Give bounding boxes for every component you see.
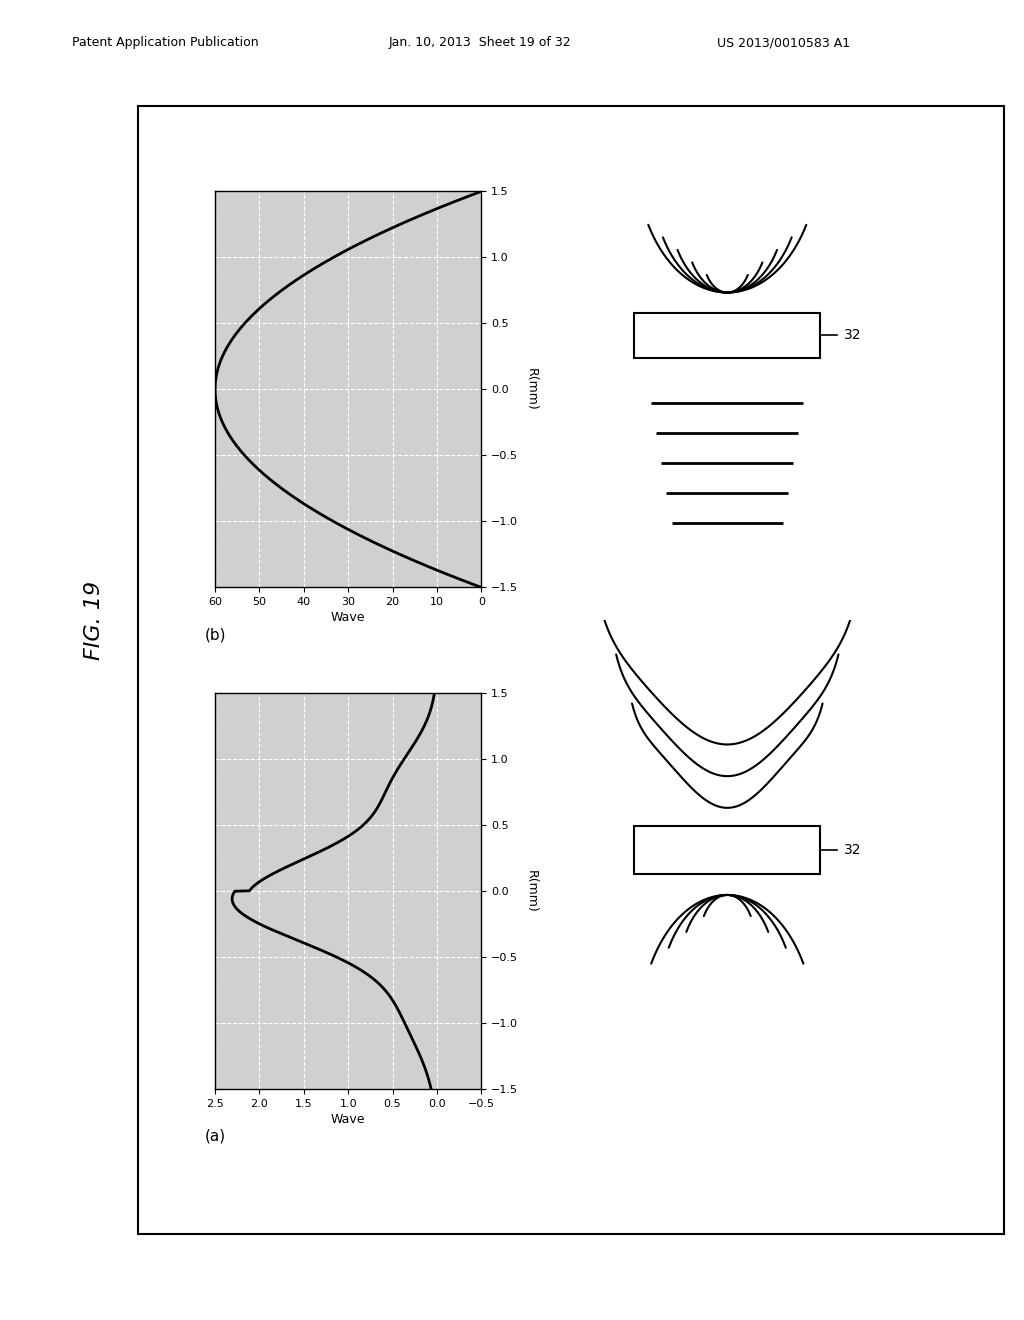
- Text: 32: 32: [844, 329, 861, 342]
- Bar: [634, 826, 820, 874]
- X-axis label: Wave: Wave: [331, 611, 366, 624]
- Text: (a): (a): [205, 1129, 226, 1143]
- Text: Jan. 10, 2013  Sheet 19 of 32: Jan. 10, 2013 Sheet 19 of 32: [389, 36, 571, 49]
- Y-axis label: R(mm): R(mm): [524, 368, 538, 411]
- Y-axis label: R(mm): R(mm): [524, 870, 538, 912]
- Bar: [634, 313, 820, 358]
- Text: Patent Application Publication: Patent Application Publication: [72, 36, 258, 49]
- Text: FIG. 19: FIG. 19: [84, 581, 104, 660]
- Text: (b): (b): [205, 627, 226, 642]
- Text: 32: 32: [844, 843, 861, 857]
- Text: US 2013/0010583 A1: US 2013/0010583 A1: [717, 36, 850, 49]
- X-axis label: Wave: Wave: [331, 1113, 366, 1126]
